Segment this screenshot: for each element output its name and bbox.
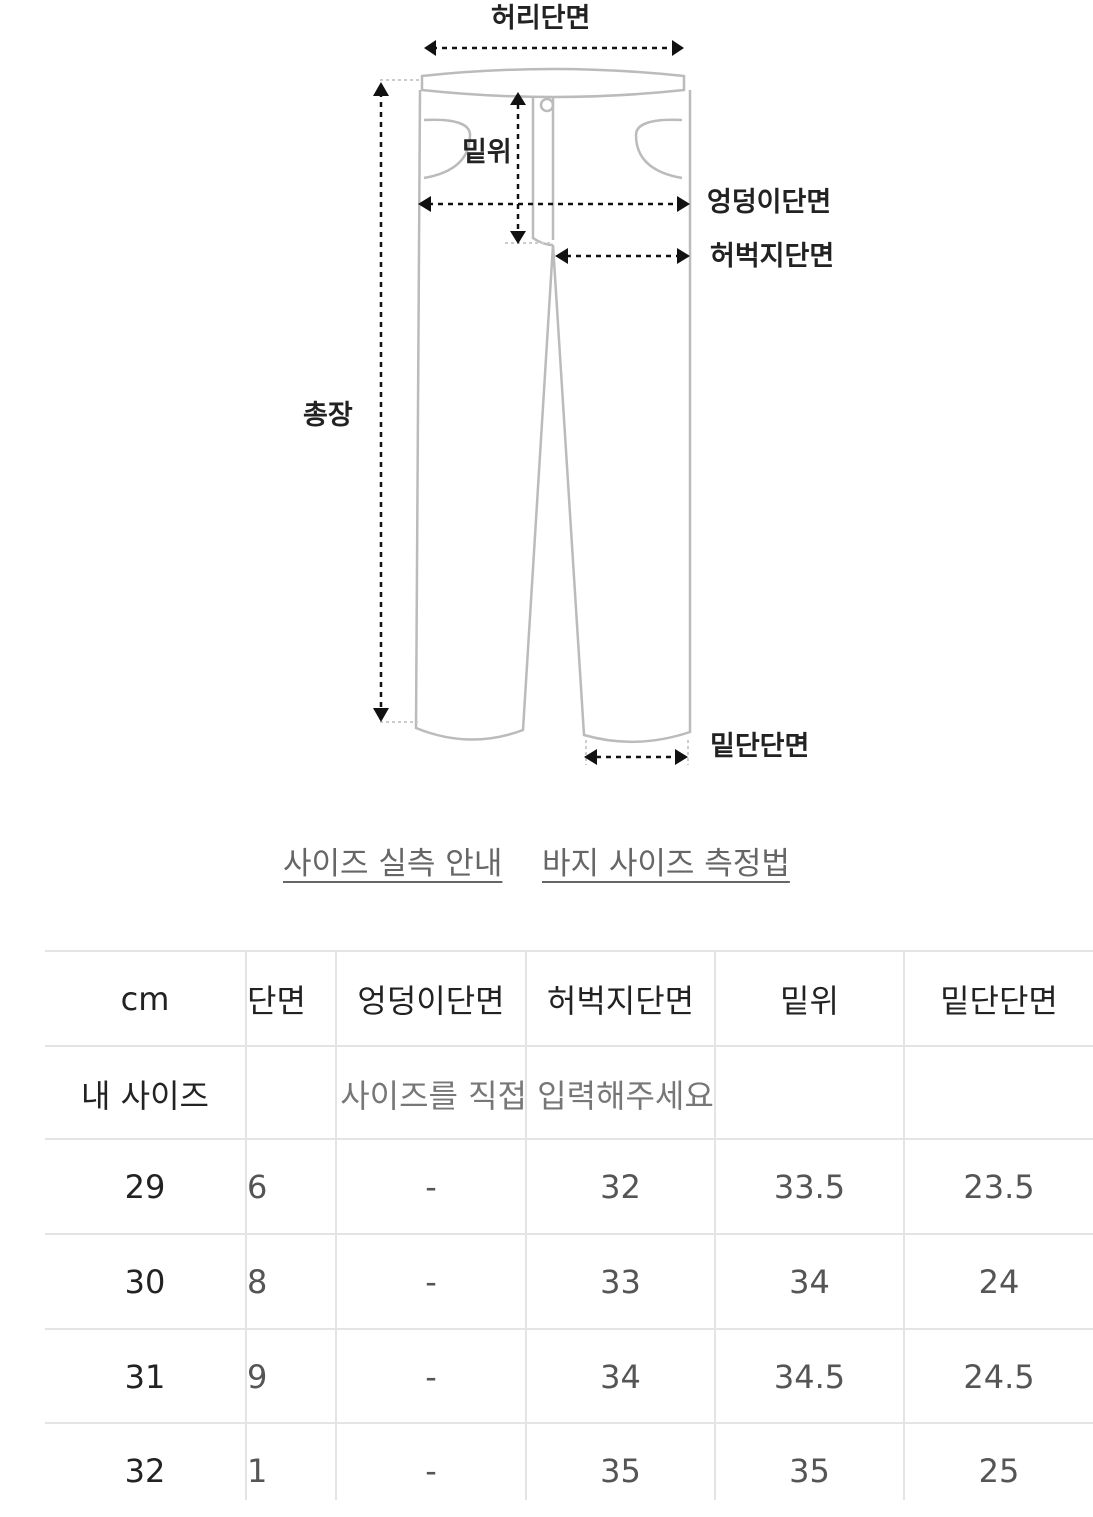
measure-guide-link[interactable]: 바지 사이즈 측정법 — [542, 846, 790, 882]
size-value: 35 — [600, 1451, 641, 1490]
size-value: - — [425, 1451, 437, 1490]
size-value: 33 — [600, 1262, 641, 1301]
row-divider — [45, 1328, 1093, 1330]
header-cell: 단면 — [247, 981, 306, 1020]
header-cell: 밑단단면 — [940, 981, 1058, 1020]
row-divider — [45, 1422, 1093, 1424]
hip-label: 엉덩이단면 — [707, 187, 832, 218]
size-label: 31 — [124, 1357, 166, 1396]
col-divider — [335, 950, 337, 1500]
header-cell: 허벅지단면 — [546, 981, 695, 1020]
col-divider — [525, 950, 527, 1500]
col-divider — [714, 950, 716, 1500]
my-size-input[interactable]: 사이즈를 직접 입력해주세요 — [340, 1076, 714, 1115]
size-value: 8 — [247, 1262, 268, 1301]
row-divider — [45, 1138, 1093, 1140]
row-divider — [45, 950, 1093, 952]
thigh-label: 허벅지단면 — [710, 241, 835, 272]
header-cell: 엉덩이단면 — [357, 981, 505, 1020]
size-value: 34.5 — [773, 1357, 846, 1396]
size-label: 29 — [124, 1167, 166, 1206]
row-divider — [45, 1233, 1093, 1235]
size-value: 1 — [247, 1451, 268, 1490]
hem-label: 밑단단면 — [710, 731, 810, 762]
length-label: 총장 — [303, 400, 353, 431]
row-divider — [45, 1045, 1093, 1047]
size-value: 35 — [789, 1451, 830, 1490]
col-divider — [903, 950, 905, 1500]
size-value: 24 — [978, 1262, 1020, 1301]
size-value: 33.5 — [773, 1167, 846, 1206]
size-value: - — [425, 1167, 437, 1206]
size-value: 34 — [789, 1262, 830, 1301]
size-value: 9 — [247, 1357, 268, 1396]
col-divider — [245, 950, 247, 1500]
size-guide-link[interactable]: 사이즈 실측 안내 — [283, 846, 503, 882]
my-size-label: 내 사이즈 — [81, 1076, 209, 1115]
size-value: - — [425, 1262, 437, 1301]
header-cell: cm — [120, 979, 170, 1018]
size-label: 32 — [124, 1451, 166, 1490]
header-cell: 밑위 — [780, 981, 839, 1020]
size-value: 34 — [600, 1357, 641, 1396]
size-value: 24.5 — [963, 1357, 1035, 1396]
size-value: 32 — [600, 1167, 641, 1206]
pants-diagram — [373, 40, 692, 765]
size-label: 30 — [124, 1262, 166, 1301]
size-value: 6 — [247, 1167, 268, 1206]
rise-label: 밑위 — [462, 137, 512, 168]
size-value: - — [425, 1357, 437, 1396]
waist-label: 허리단면 — [491, 3, 591, 34]
size-value: 25 — [978, 1451, 1020, 1490]
size-value: 23.5 — [963, 1167, 1035, 1206]
